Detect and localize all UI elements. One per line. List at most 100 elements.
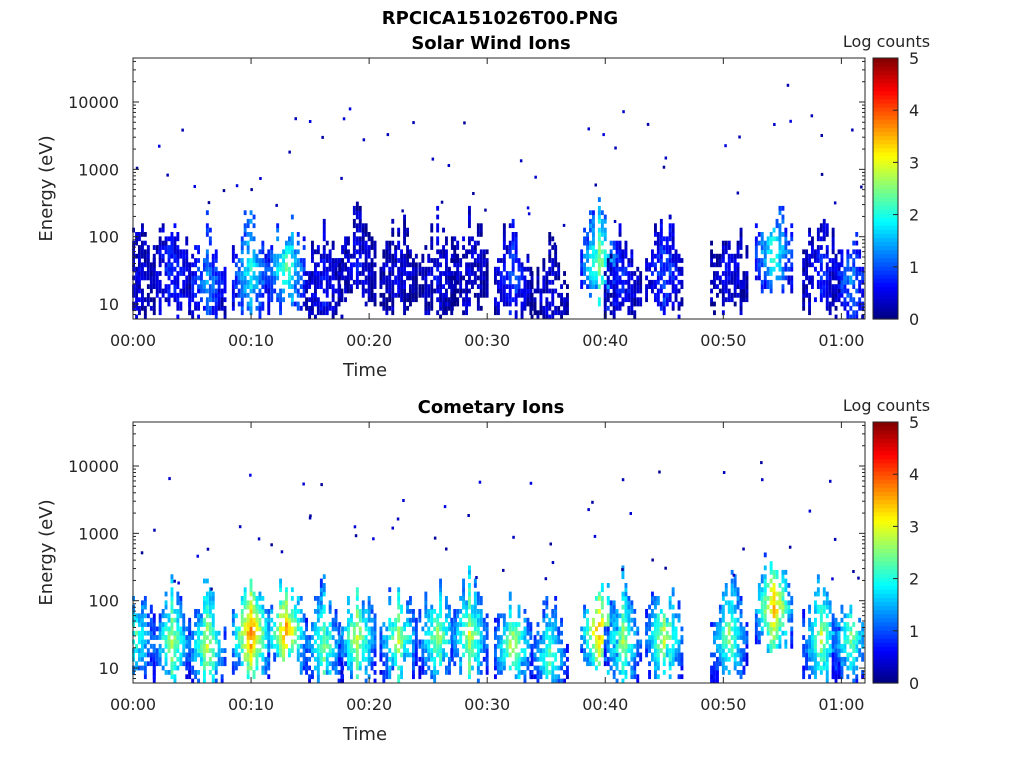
spectrogram-cell (240, 284, 244, 289)
spectrogram-cell (612, 258, 616, 263)
spectrogram-cell (656, 236, 660, 242)
spectrogram-cell (583, 609, 586, 614)
spectrogram-cell (176, 613, 180, 619)
spectrogram-cell (288, 630, 291, 636)
spectrogram-cell (211, 678, 215, 684)
spectrogram-cell (364, 258, 368, 263)
spectrogram-cell (533, 288, 537, 294)
spectrogram-cell (595, 643, 598, 649)
spectrogram-cell (350, 266, 353, 272)
spectrogram-cell (802, 262, 806, 268)
spectrogram-cell (716, 674, 719, 680)
spectrogram-cell (205, 301, 209, 307)
spectrogram-cell (730, 253, 734, 259)
spectrogram-cell (718, 279, 722, 285)
spectrogram-cell (773, 123, 776, 126)
spectrogram-cell (710, 279, 713, 285)
spectrogram-cell (152, 674, 156, 680)
spectrogram-cell (600, 227, 604, 233)
spectrogram-cell (621, 604, 625, 610)
spectrogram-cell (603, 648, 607, 653)
spectrogram-cell (267, 630, 271, 636)
spectrogram-cell (677, 266, 681, 272)
spectrogram-cell (338, 275, 342, 281)
spectrogram-cell (674, 258, 678, 263)
spectrogram-cell (264, 275, 268, 281)
spectrogram-cell (211, 271, 215, 276)
spectrogram-cell (316, 596, 320, 601)
spectrogram-cell (302, 271, 306, 276)
spectrogram-cell (462, 600, 465, 606)
spectrogram-cell (285, 587, 288, 593)
spectrogram-cell (476, 297, 480, 303)
spectrogram-cell (203, 661, 206, 667)
spectrogram-cell (523, 678, 527, 684)
spectrogram-cell (200, 275, 203, 281)
spectrogram-cell (322, 253, 326, 259)
spectrogram-cell (822, 227, 826, 233)
spectrogram-cell (554, 674, 558, 680)
spectrogram-cell (316, 617, 320, 623)
spectrogram-cell (468, 600, 471, 606)
spectrogram-cell (736, 626, 740, 632)
spectrogram-cell (834, 297, 838, 303)
spectrogram-cell (808, 258, 811, 263)
spectrogram-cell (421, 292, 425, 298)
spectrogram-cell (459, 661, 463, 667)
spectrogram-cell (505, 249, 509, 255)
spectrogram-cell (560, 622, 563, 627)
spectrogram-cell (149, 297, 153, 303)
spectrogram-cell (861, 292, 865, 298)
spectrogram-cell (654, 292, 657, 298)
spectrogram-cell (208, 622, 212, 627)
spectrogram-cell (293, 249, 297, 255)
spectrogram-cell (436, 297, 440, 303)
spectrogram-cell (718, 635, 722, 640)
spectrogram-cell (400, 635, 403, 640)
spectrogram-cell (514, 258, 518, 263)
spectrogram-cell (347, 622, 350, 627)
spectrogram-cell (465, 297, 468, 303)
spectrogram-cell (400, 626, 403, 632)
spectrogram-cell (766, 240, 770, 246)
spectrogram-cell (328, 661, 332, 667)
spectrogram-cell (816, 271, 820, 276)
spectrogram-cell (261, 630, 265, 636)
spectrogram-cell (421, 288, 425, 294)
spectrogram-cell (710, 262, 713, 268)
spectrogram-cell (523, 639, 527, 645)
spectrogram-cell (609, 310, 613, 316)
spectrogram-cell (173, 661, 177, 667)
spectrogram-cell (536, 639, 540, 645)
spectrogram-cell (409, 596, 412, 601)
spectrogram-cell (400, 652, 403, 658)
spectrogram-cell (185, 643, 189, 649)
spectrogram-cell (367, 661, 371, 667)
spectrogram-cell (285, 266, 288, 272)
spectrogram-cell (651, 622, 654, 627)
spectrogram-cell (656, 622, 660, 627)
spectrogram-cell (654, 661, 657, 667)
spectrogram-cell (843, 301, 847, 307)
spectrogram-cell (347, 648, 350, 653)
spectrogram-cell (825, 262, 829, 268)
spectrogram-cell (282, 266, 285, 272)
spectrogram-cell (146, 253, 150, 259)
spectrogram-cell (217, 643, 221, 649)
spectrogram-cell (745, 279, 749, 285)
spectrogram-cell (710, 249, 713, 255)
spectrogram-cell (358, 617, 362, 623)
spectrogram-cell (341, 674, 344, 680)
spectrogram-cell (402, 499, 405, 502)
spectrogram-cell (545, 648, 549, 653)
spectrogram-cell (517, 262, 521, 268)
spectrogram-cell (146, 622, 150, 627)
spectrogram-cell (514, 674, 518, 680)
spectrogram-cell (462, 297, 465, 303)
spectrogram-cell (609, 652, 613, 658)
spectrogram-cell (205, 297, 209, 303)
spectrogram-cell (135, 253, 138, 259)
spectrogram-cell (311, 305, 314, 311)
spectrogram-cell (382, 661, 386, 667)
spectrogram-cell (299, 275, 303, 281)
